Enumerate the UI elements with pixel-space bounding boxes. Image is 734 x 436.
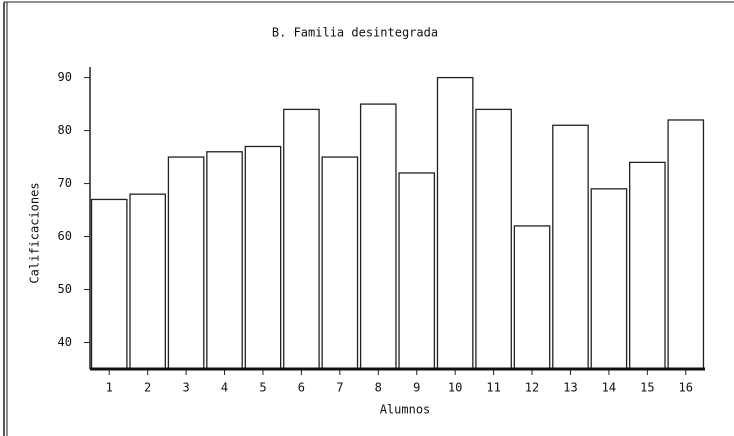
y-tick-label: 50 bbox=[58, 282, 72, 296]
bar bbox=[244, 145, 282, 370]
bar bbox=[552, 124, 589, 370]
bar bbox=[167, 156, 205, 370]
bar bbox=[283, 108, 320, 370]
x-tick-label: 3 bbox=[182, 381, 189, 395]
x-tick-label: 7 bbox=[336, 381, 343, 395]
bar bbox=[667, 119, 705, 370]
y-tick-label: 90 bbox=[58, 70, 72, 84]
bar bbox=[590, 188, 628, 370]
bar bbox=[513, 225, 551, 370]
x-tick-label: 1 bbox=[106, 381, 113, 395]
x-tick-label: 15 bbox=[640, 381, 654, 395]
x-tick-label: 9 bbox=[413, 381, 420, 395]
y-tick-label: 80 bbox=[58, 123, 72, 137]
x-tick-label: 10 bbox=[448, 381, 462, 395]
x-tick-label: 13 bbox=[563, 381, 577, 395]
y-tick-label: 60 bbox=[58, 229, 72, 243]
x-tick-label: 4 bbox=[221, 381, 228, 395]
y-axis-label: Calificaciones bbox=[28, 182, 42, 283]
bar bbox=[321, 156, 359, 370]
x-tick-label: 5 bbox=[259, 381, 266, 395]
bar bbox=[206, 151, 243, 370]
bar bbox=[398, 172, 436, 370]
x-tick-label: 6 bbox=[298, 381, 305, 395]
chart-title: B. Familia desintegrada bbox=[272, 26, 438, 40]
x-tick-label: 12 bbox=[525, 381, 539, 395]
bar bbox=[436, 76, 474, 370]
bar bbox=[359, 103, 397, 370]
x-tick-label: 16 bbox=[679, 381, 693, 395]
bar bbox=[629, 161, 666, 370]
y-tick-label: 70 bbox=[58, 176, 72, 190]
bar bbox=[475, 108, 512, 370]
y-tick-label: 40 bbox=[58, 335, 72, 349]
bar bbox=[129, 193, 166, 370]
x-axis-label: Alumnos bbox=[380, 403, 431, 417]
x-tick-label: 11 bbox=[486, 381, 500, 395]
x-tick-label: 14 bbox=[602, 381, 616, 395]
x-tick-label: 2 bbox=[144, 381, 151, 395]
x-tick-label: 8 bbox=[375, 381, 382, 395]
bar bbox=[90, 198, 128, 370]
